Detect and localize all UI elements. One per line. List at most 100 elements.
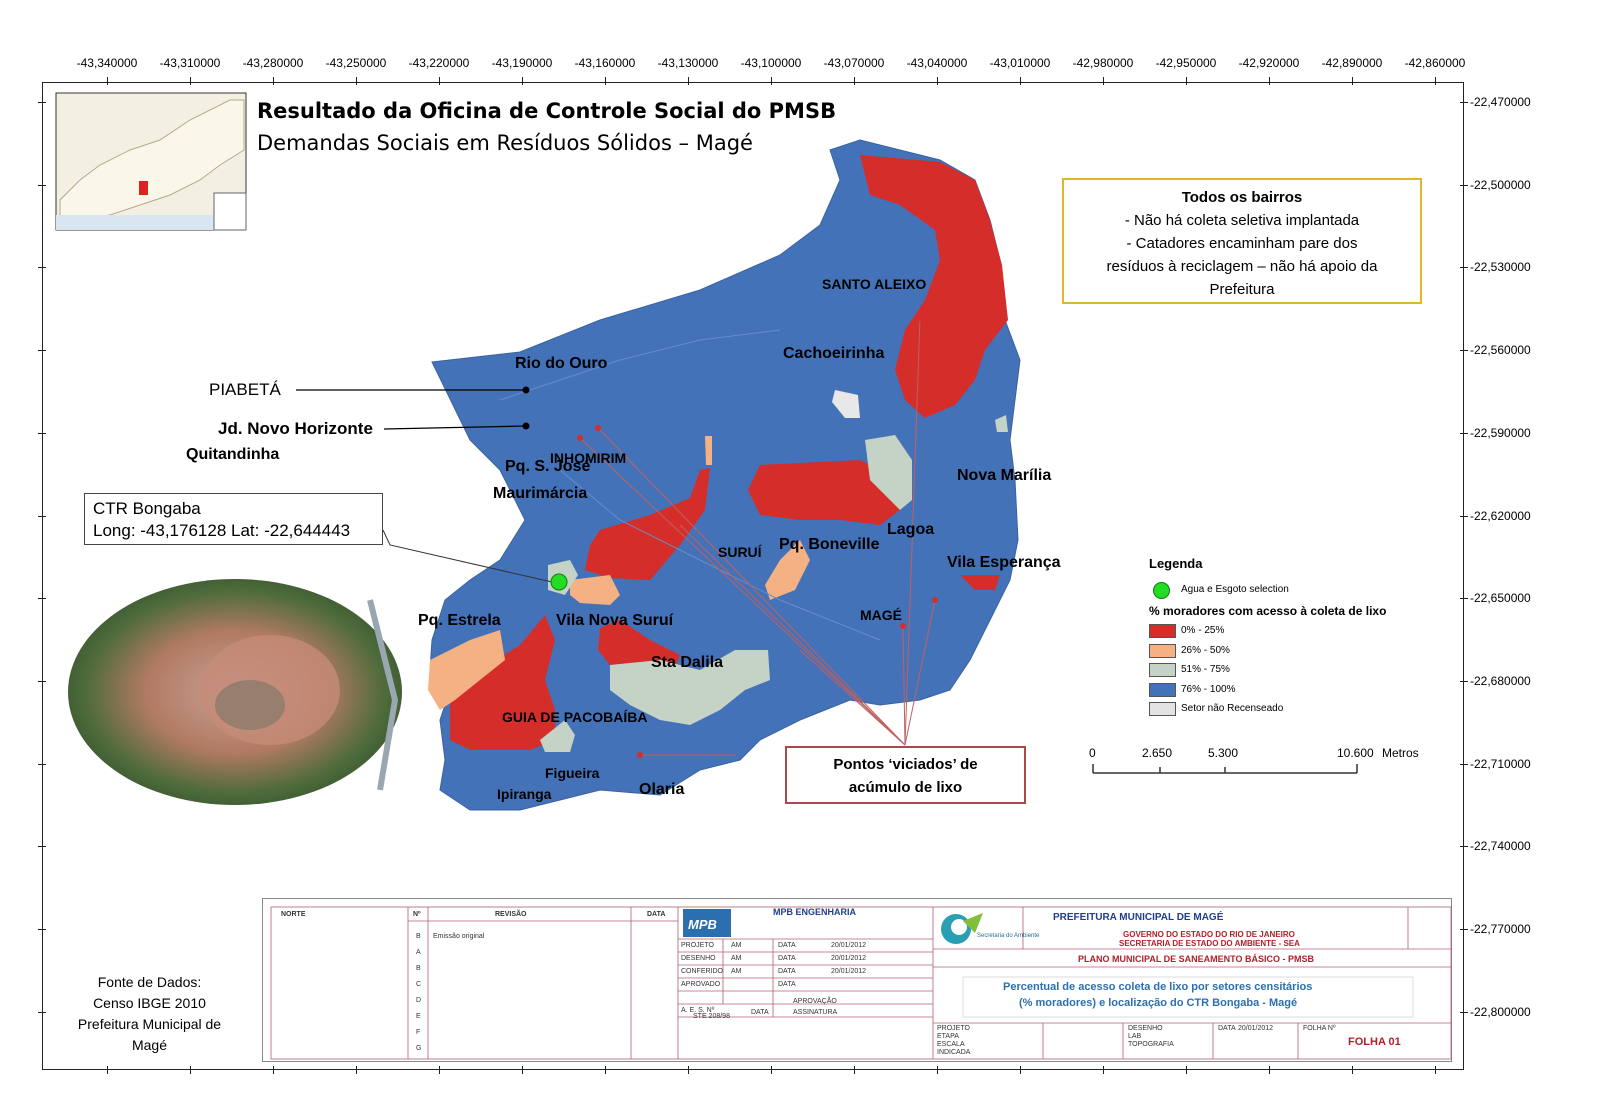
tb-plano: PLANO MUNICIPAL DE SANEAMENTO BÁSICO - P… [1078, 954, 1315, 964]
tick [273, 77, 274, 85]
tb-data-label: DATA [751, 1009, 769, 1016]
tb-row-label: APROVADO [681, 981, 721, 988]
map-sector-51-75 [610, 650, 770, 725]
pontos-box: Pontos ‘viciados’ de acúmulo de lixo [785, 746, 1026, 804]
scale-label: 5.300 [1208, 746, 1239, 760]
scale-bar [1092, 764, 1358, 774]
map-sector-0-25 [860, 155, 1008, 418]
latitude-label: -22,500000 [1470, 177, 1531, 192]
latitude-label: -22,590000 [1470, 425, 1531, 440]
tb-etapa: ETAPA [937, 1033, 959, 1040]
longitude-label: -42,980000 [1072, 56, 1134, 70]
map-sector-51-75 [865, 435, 912, 510]
longitude-label: -42,920000 [1238, 56, 1300, 70]
tick [1020, 77, 1021, 85]
longitude-label: -43,100000 [740, 56, 802, 70]
info-item: - Catadores encaminham pare dos [1126, 235, 1358, 252]
tb-data2: DATA [1218, 1025, 1236, 1032]
tick [1103, 77, 1104, 85]
tick [1020, 1066, 1021, 1074]
place-label: Pq. S. José [505, 458, 591, 475]
longitude-label: -42,950000 [1155, 56, 1217, 70]
place-label: Lagoa [887, 521, 935, 538]
tb-row-date: 20/01/2012 [831, 955, 867, 962]
map-sector-26-50 [705, 436, 712, 465]
source-line: Fonte de Dados: [97, 974, 202, 990]
tick [107, 77, 108, 85]
tb-folha-n: FOLHA Nº [1303, 1025, 1336, 1032]
tick [688, 77, 689, 85]
longitude-label: -43,220000 [408, 56, 470, 70]
longitude-label: -43,280000 [242, 56, 304, 70]
longitude-label: -43,250000 [325, 56, 387, 70]
place-label: Pq. Estrela [418, 612, 501, 629]
longitude-label: -43,040000 [906, 56, 968, 70]
rev-letter: C [416, 981, 422, 988]
rev-letter: G [416, 1045, 422, 1052]
tick [439, 77, 440, 85]
map-subtitle: Demandas Sociais em Resíduos Sólidos – M… [257, 131, 753, 155]
tb-row-data-label: DATA [778, 942, 796, 949]
ctr-name: CTR Bongaba [93, 499, 201, 518]
tick [1460, 846, 1468, 848]
tick [107, 1066, 108, 1074]
tb-row-label: DESENHO [681, 955, 716, 962]
map-title: Resultado da Oficina de Controle Social … [257, 99, 837, 123]
tick [1460, 680, 1468, 682]
tick [688, 1066, 689, 1074]
tick [190, 1066, 191, 1074]
place-label: Figueira [545, 765, 600, 781]
tick [1186, 77, 1187, 85]
longitude-label: -42,860000 [1404, 56, 1466, 70]
tick [1460, 184, 1468, 186]
tb-row-data-label: DATA [778, 955, 796, 962]
place-label: MAGÉ [860, 607, 902, 623]
legend-class-label: Setor não Recenseado [1181, 703, 1284, 714]
tick [937, 77, 938, 85]
tb-company: MPB ENGENHARIA [773, 907, 857, 917]
longitude-label: -43,310000 [159, 56, 221, 70]
tb-row-who: AM [731, 955, 742, 962]
tick [1269, 77, 1270, 85]
longitude-label: -42,890000 [1321, 56, 1383, 70]
tick [439, 1066, 440, 1074]
title-block-grid [270, 906, 1452, 1060]
map-frame [42, 82, 1464, 1070]
tick [854, 77, 855, 85]
tick [190, 77, 191, 85]
tb-row-date: 20/01/2012 [831, 968, 867, 975]
rev-letter: B [416, 965, 421, 972]
map-sector-51-75 [540, 720, 575, 752]
legend-title: Legenda [1149, 556, 1203, 571]
longitude-label: -43,010000 [989, 56, 1051, 70]
pontos-line: acúmulo de lixo [848, 779, 963, 796]
map-sector-0-25 [585, 468, 710, 580]
map-sector-51-75 [995, 415, 1008, 432]
source-line: Prefeitura Municipal de [77, 1016, 222, 1032]
info-box: Todos os bairros - Não há coleta seletiv… [1062, 178, 1422, 304]
place-label: Rio do Ouro [515, 355, 608, 372]
ctr-coords: Long: -43,176128 Lat: -22,644443 [93, 521, 351, 540]
latitude-label: -22,560000 [1470, 343, 1531, 358]
tb-prefeitura: PREFEITURA MUNICIPAL DE MAGÉ [1053, 912, 1224, 923]
rev-letter: D [416, 997, 422, 1004]
tick [1460, 102, 1468, 103]
tick [1103, 1066, 1104, 1074]
tb-row-label: PROJETO [681, 942, 714, 949]
tick [1460, 267, 1468, 269]
tb-desc1: Percentual de acesso coleta de lixo por … [1003, 981, 1313, 993]
tick [1460, 432, 1468, 434]
rev-letter: B [416, 933, 421, 940]
info-item: Prefeitura [1209, 281, 1275, 298]
legend-swatch [1149, 682, 1176, 697]
tb-desc2: (% moradores) e localização do CTR Bonga… [1019, 997, 1298, 1009]
map-sector-26-50 [570, 575, 620, 605]
place-label: SURUÍ [718, 544, 762, 560]
tb-sea: SECRETARIA DE ESTADO DO AMBIENTE - SEA [1119, 939, 1300, 948]
source-line: Censo IBGE 2010 [93, 995, 206, 1011]
info-heading: Todos os bairros [1181, 189, 1303, 206]
tick [1460, 515, 1468, 517]
tick [1460, 929, 1468, 930]
map-sector-not-surveyed [832, 390, 860, 418]
tick [1352, 1066, 1353, 1074]
